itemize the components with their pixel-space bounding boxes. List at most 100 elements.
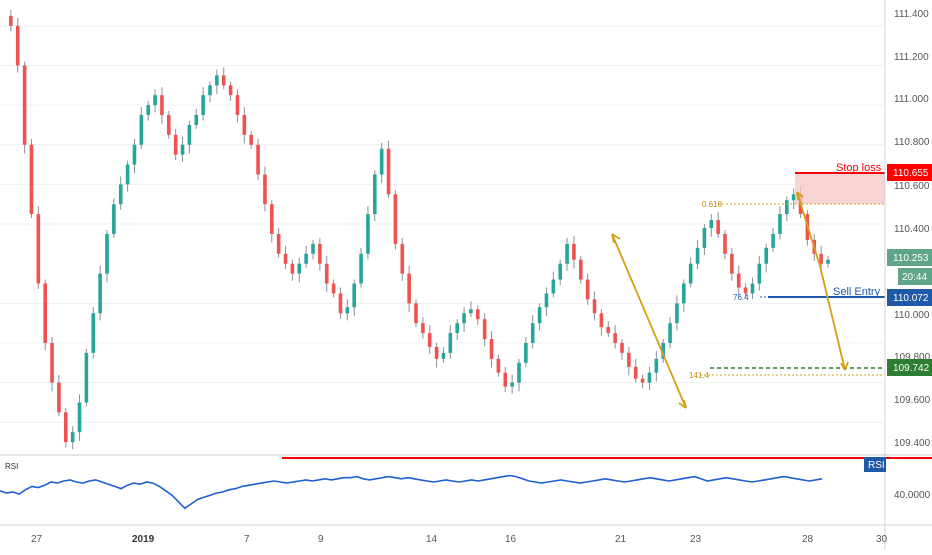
candle — [15, 25, 20, 66]
candle — [565, 243, 569, 264]
candle — [132, 144, 137, 165]
rsi-badge-text: RSI — [868, 460, 885, 471]
fib-618-label: 0.618 — [702, 200, 723, 209]
candle — [359, 253, 363, 284]
candle — [160, 95, 164, 116]
candle — [373, 174, 377, 215]
candle — [84, 352, 89, 403]
x-tick: 30 — [876, 534, 888, 545]
candle — [77, 402, 82, 433]
y-axis-labels: 111.400 111.200 111.000 110.800 110.600 … — [894, 9, 931, 449]
y-tick: 111.400 — [894, 9, 929, 20]
candle — [263, 174, 267, 205]
candle — [469, 309, 473, 314]
candle — [91, 313, 96, 353]
candle — [194, 115, 199, 125]
candle — [434, 346, 439, 359]
candle — [386, 148, 391, 195]
candle — [544, 293, 549, 308]
x-axis-labels: 27 2019 7 9 14 16 21 23 28 30 — [31, 534, 888, 545]
x-tick: 14 — [426, 534, 438, 545]
candle — [208, 85, 212, 96]
candle — [585, 279, 590, 300]
candle — [139, 115, 144, 145]
candle — [290, 263, 295, 274]
candle — [736, 273, 741, 288]
candle — [187, 124, 192, 145]
candle — [256, 144, 260, 175]
y-tick: 110.000 — [894, 310, 930, 321]
candle — [345, 307, 350, 314]
candle — [558, 263, 562, 280]
candle — [791, 194, 796, 201]
candle — [228, 85, 233, 96]
candle — [764, 247, 768, 264]
candle — [112, 204, 116, 234]
x-tick: 28 — [802, 534, 814, 545]
target-price-tag — [887, 359, 932, 376]
rsi-line — [0, 474, 823, 510]
candle — [551, 279, 556, 294]
candle — [647, 372, 652, 383]
candle — [476, 309, 480, 320]
y-tick: 109.600 — [894, 395, 931, 406]
x-tick: 21 — [615, 534, 627, 545]
candle — [283, 253, 288, 264]
stop-loss-label: Stop loss — [836, 162, 882, 174]
candle — [599, 313, 604, 328]
candle — [414, 303, 418, 324]
candle — [400, 243, 405, 274]
candle — [675, 303, 679, 324]
y-tick: 110.600 — [894, 181, 930, 192]
candle — [50, 342, 54, 383]
candle — [613, 333, 617, 343]
sell-entry-label: Sell Entry — [833, 286, 881, 298]
candle — [57, 382, 61, 413]
candle — [146, 105, 150, 116]
candle — [730, 253, 734, 274]
candle — [70, 432, 75, 443]
candle — [201, 95, 205, 116]
target-price-text: 109.742 — [893, 363, 930, 374]
candle — [153, 95, 157, 106]
candle — [579, 259, 583, 280]
candle — [125, 164, 130, 185]
candle — [352, 283, 356, 308]
candle — [270, 204, 274, 234]
candle — [36, 214, 41, 284]
candle — [167, 115, 171, 135]
candles — [9, 9, 830, 450]
candle — [173, 134, 178, 155]
timer-text: 20:44 — [902, 272, 927, 283]
candle — [640, 378, 645, 383]
candle — [427, 333, 432, 347]
candle — [441, 352, 446, 359]
x-tick: 23 — [690, 534, 702, 545]
y-tick: 111.200 — [894, 52, 929, 63]
candle — [537, 307, 542, 324]
rsi-pane-label: RSI — [5, 462, 18, 471]
candle — [661, 342, 665, 359]
candle — [716, 220, 720, 234]
candle — [379, 148, 384, 175]
candle — [118, 184, 123, 205]
y-tick: 110.800 — [894, 137, 930, 148]
candle — [215, 75, 219, 86]
candle — [709, 220, 714, 229]
candle — [654, 358, 659, 373]
projection-arrows — [611, 191, 849, 409]
candle — [757, 263, 762, 284]
y-tick: 111.000 — [894, 94, 929, 105]
stop-price-tag — [887, 164, 932, 181]
candle — [702, 228, 707, 248]
candle — [592, 299, 597, 314]
candle — [421, 323, 425, 334]
candle — [311, 243, 315, 254]
candle — [750, 283, 755, 294]
candle — [297, 263, 302, 274]
candle — [489, 339, 494, 359]
candle — [366, 214, 370, 254]
current-price-text: 110.253 — [893, 253, 929, 264]
candle — [64, 412, 68, 443]
